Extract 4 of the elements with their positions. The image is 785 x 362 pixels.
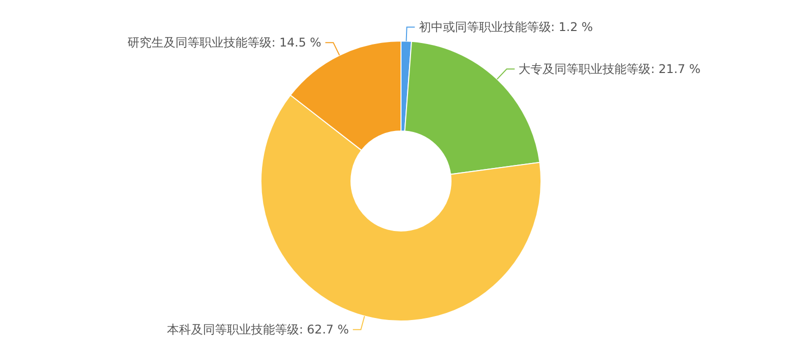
slice-label: 大专及同等职业技能等级: 21.7 %: [518, 62, 700, 76]
slice-label: 研究生及同等职业技能等级: 14.5 %: [128, 36, 322, 50]
slice-label: 初中或同等职业技能等级: 1.2 %: [418, 20, 593, 34]
slice-label: 本科及同等职业技能等级: 62.7 %: [167, 322, 349, 337]
